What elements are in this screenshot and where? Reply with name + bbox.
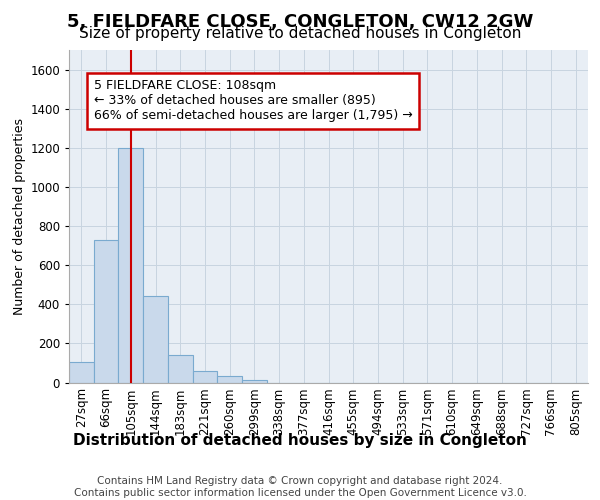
Text: Size of property relative to detached houses in Congleton: Size of property relative to detached ho… [79,26,521,41]
Bar [242,380,267,382]
Bar [193,371,217,382]
Text: Distribution of detached houses by size in Congleton: Distribution of detached houses by size … [73,432,527,448]
Bar [217,376,242,382]
Bar [143,296,168,382]
Bar [94,240,118,382]
Text: 5 FIELDFARE CLOSE: 108sqm
← 33% of detached houses are smaller (895)
66% of semi: 5 FIELDFARE CLOSE: 108sqm ← 33% of detac… [94,80,412,122]
Bar [168,354,193,382]
Y-axis label: Number of detached properties: Number of detached properties [13,118,26,315]
Bar [69,362,94,382]
Text: Contains HM Land Registry data © Crown copyright and database right 2024.
Contai: Contains HM Land Registry data © Crown c… [74,476,526,498]
Bar [118,148,143,382]
Text: 5, FIELDFARE CLOSE, CONGLETON, CW12 2GW: 5, FIELDFARE CLOSE, CONGLETON, CW12 2GW [67,12,533,30]
